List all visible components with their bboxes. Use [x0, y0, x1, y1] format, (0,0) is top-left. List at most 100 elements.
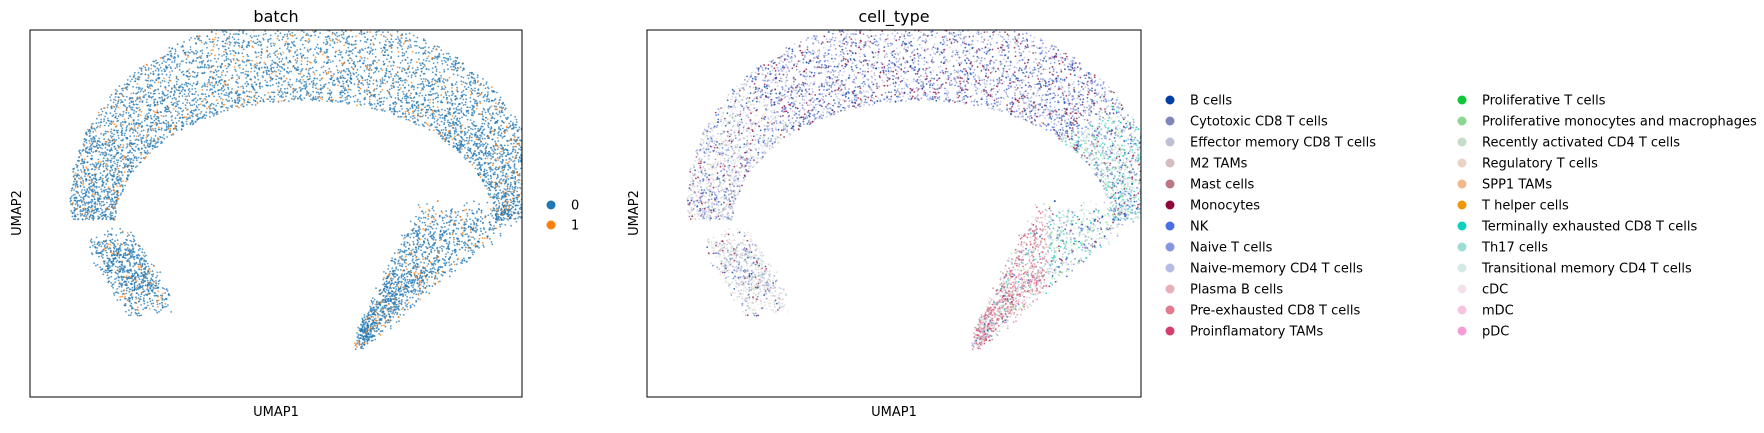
scatter-point — [206, 107, 208, 110]
scatter-point — [395, 305, 397, 308]
scatter-point — [331, 27, 333, 29]
scatter-point — [102, 165, 105, 168]
scatter-point — [492, 229, 495, 231]
scatter-point — [230, 76, 233, 79]
scatter-point — [510, 159, 512, 161]
scatter-point — [487, 98, 490, 100]
scatter-point — [111, 157, 113, 160]
scatter-point — [469, 100, 472, 103]
scatter-point — [107, 159, 109, 161]
scatter-point — [376, 102, 379, 105]
scatter-point — [528, 184, 530, 186]
scatter-point — [80, 191, 83, 193]
scatter-point — [409, 280, 411, 283]
scatter-point — [109, 112, 112, 115]
scatter-point — [105, 183, 108, 185]
scatter-point — [211, 111, 213, 114]
scatter-point — [403, 241, 406, 243]
scatter-point — [82, 165, 85, 167]
scatter-point — [225, 106, 228, 109]
scatter-point — [176, 66, 179, 68]
scatter-point — [116, 254, 119, 257]
scatter-point — [265, 73, 268, 76]
scatter-point — [132, 279, 135, 281]
scatter-point — [98, 186, 100, 189]
scatter-point — [380, 33, 383, 36]
scatter-point — [112, 101, 115, 104]
scatter-point — [533, 202, 535, 204]
scatter-point — [485, 100, 488, 102]
scatter-point — [140, 121, 143, 123]
scatter-point — [96, 203, 99, 206]
scatter-point — [400, 105, 402, 107]
scatter-point — [233, 33, 235, 36]
scatter-point — [472, 82, 475, 84]
scatter-point — [478, 234, 481, 237]
scatter-point — [265, 69, 268, 72]
scatter-point — [470, 127, 472, 130]
scatter-point — [178, 65, 181, 68]
scatter-point — [153, 98, 156, 101]
scatter-point — [91, 163, 94, 166]
scatter-point — [231, 104, 234, 107]
scatter-point — [231, 88, 234, 90]
scatter-point — [320, 91, 323, 94]
scatter-point — [438, 124, 441, 127]
scatter-point — [427, 215, 430, 218]
scatter-point — [278, 39, 281, 42]
scatter-point — [299, 90, 302, 92]
scatter-point — [256, 38, 259, 41]
scatter-point — [88, 132, 91, 135]
scatter-point — [407, 263, 410, 266]
scatter-point — [477, 127, 480, 130]
scatter-point — [428, 284, 431, 287]
scatter-point — [224, 45, 227, 48]
scatter-point — [535, 183, 537, 185]
scatter-point — [395, 74, 398, 76]
scatter-point — [124, 99, 126, 101]
scatter-point — [349, 96, 352, 98]
scatter-point — [399, 115, 401, 118]
scatter-point — [417, 290, 419, 292]
scatter-point — [373, 107, 376, 110]
scatter-point — [536, 206, 538, 208]
scatter-point — [129, 276, 132, 278]
scatter-point — [416, 44, 418, 47]
scatter-point — [472, 236, 474, 239]
scatter-point — [416, 36, 419, 39]
scatter-point — [119, 268, 122, 271]
scatter-point — [257, 34, 260, 37]
scatter-point — [234, 23, 236, 25]
scatter-point — [441, 250, 444, 252]
scatter-point — [128, 299, 131, 302]
scatter-point — [113, 129, 116, 132]
scatter-point — [490, 177, 492, 180]
scatter-point — [219, 82, 222, 85]
scatter-point — [401, 273, 403, 276]
scatter-point — [536, 181, 538, 183]
scatter-point — [149, 270, 152, 273]
scatter-point — [423, 262, 426, 264]
scatter-point — [456, 86, 458, 89]
scatter-point — [250, 96, 253, 99]
scatter-point — [156, 301, 159, 304]
scatter-point — [246, 100, 249, 103]
scatter-point — [212, 45, 215, 48]
scatter-point — [505, 208, 508, 211]
scatter-point — [94, 193, 96, 196]
scatter-point — [103, 120, 105, 123]
scatter-point — [432, 264, 435, 267]
scatter-point — [515, 118, 518, 121]
scatter-point — [317, 53, 320, 55]
scatter-point — [397, 268, 399, 271]
scatter-point — [367, 27, 369, 29]
scatter-point — [281, 38, 284, 41]
scatter-point — [231, 36, 234, 39]
scatter-point — [223, 94, 226, 96]
scatter-point — [114, 265, 117, 268]
scatter-point — [82, 197, 85, 200]
scatter-point — [159, 100, 162, 103]
scatter-point — [470, 249, 472, 252]
scatter-point — [241, 52, 244, 55]
scatter-point — [388, 321, 391, 324]
